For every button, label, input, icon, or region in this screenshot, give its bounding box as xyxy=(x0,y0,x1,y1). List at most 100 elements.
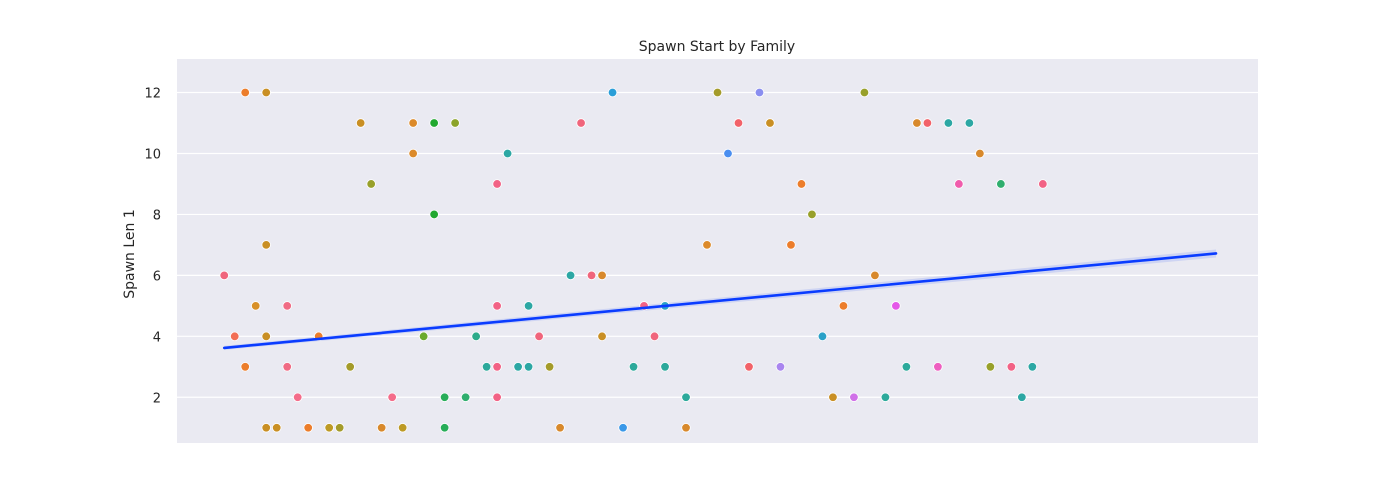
data-point xyxy=(765,118,775,128)
data-point xyxy=(303,423,313,433)
regression-line-group xyxy=(222,252,1218,350)
data-point xyxy=(891,301,901,311)
data-point xyxy=(775,362,786,372)
data-point xyxy=(397,423,408,433)
data-point xyxy=(251,301,261,311)
data-point xyxy=(523,362,534,372)
data-point xyxy=(502,148,513,159)
data-point xyxy=(828,392,838,402)
data-point xyxy=(922,118,933,128)
data-point xyxy=(786,240,796,250)
data-point xyxy=(1027,362,1038,372)
data-point xyxy=(723,148,733,159)
y-tick-label: 4 xyxy=(153,330,161,345)
data-point xyxy=(849,392,859,402)
data-point xyxy=(492,362,502,372)
data-point xyxy=(681,392,691,402)
data-point xyxy=(996,179,1006,189)
y-axis-label: Spawn Len 1 xyxy=(122,209,138,299)
data-point xyxy=(933,362,943,372)
data-point xyxy=(492,179,502,189)
data-point xyxy=(282,362,292,372)
data-point xyxy=(838,301,849,311)
y-tick-label: 2 xyxy=(153,391,161,406)
data-point xyxy=(744,362,754,372)
data-point xyxy=(754,87,765,98)
data-point xyxy=(975,148,985,159)
data-point xyxy=(523,301,534,311)
data-point xyxy=(901,362,912,372)
data-point xyxy=(345,362,355,372)
data-point xyxy=(817,331,828,342)
data-point xyxy=(681,423,691,433)
data-point xyxy=(544,362,555,372)
data-point xyxy=(471,331,481,342)
data-point xyxy=(807,209,817,220)
data-point xyxy=(408,118,418,128)
data-point xyxy=(513,362,523,372)
data-point xyxy=(870,270,880,281)
data-point xyxy=(429,118,439,128)
y-tick-label: 6 xyxy=(153,269,161,284)
data-point xyxy=(1038,179,1048,189)
data-point xyxy=(282,301,292,311)
data-point xyxy=(607,87,618,98)
data-point xyxy=(418,331,429,342)
data-point xyxy=(366,179,376,189)
data-point xyxy=(597,270,607,281)
data-point xyxy=(597,331,607,342)
data-point xyxy=(576,118,586,128)
data-point xyxy=(534,331,544,342)
data-points xyxy=(219,87,1048,433)
data-point xyxy=(954,179,964,189)
data-point xyxy=(912,118,922,128)
data-point xyxy=(1017,392,1027,402)
data-point xyxy=(702,240,712,250)
data-point xyxy=(796,179,807,189)
data-point xyxy=(355,118,366,128)
data-point xyxy=(733,118,744,128)
data-point xyxy=(649,331,660,342)
data-point xyxy=(460,392,471,402)
data-point xyxy=(324,423,334,433)
data-point xyxy=(439,423,450,433)
data-point xyxy=(450,118,460,128)
data-point xyxy=(240,87,250,98)
data-point xyxy=(555,423,565,433)
data-point xyxy=(492,301,502,311)
data-point xyxy=(492,392,502,402)
data-point xyxy=(481,362,492,372)
data-point xyxy=(261,240,271,250)
data-point xyxy=(387,392,397,402)
data-point xyxy=(859,87,870,98)
data-point xyxy=(586,270,597,281)
data-point xyxy=(712,87,723,98)
data-point xyxy=(628,362,639,372)
data-point xyxy=(565,270,576,281)
data-point xyxy=(1006,362,1017,372)
data-point xyxy=(439,392,450,402)
plot-background xyxy=(177,59,1258,443)
data-point xyxy=(985,362,996,372)
data-point xyxy=(618,423,628,433)
data-point xyxy=(240,362,250,372)
data-point xyxy=(660,362,670,372)
data-point xyxy=(219,270,229,281)
data-point xyxy=(943,118,954,128)
data-point xyxy=(334,423,345,433)
y-tick-labels: 2 4 6 8 10 12 xyxy=(144,87,161,407)
data-point xyxy=(261,87,271,98)
data-point xyxy=(880,392,891,402)
data-point xyxy=(292,392,303,402)
regression-line xyxy=(222,252,1218,350)
data-point xyxy=(272,423,282,433)
data-point xyxy=(964,118,975,128)
y-tick-label: 8 xyxy=(153,208,161,223)
data-point xyxy=(230,331,240,342)
data-point xyxy=(429,209,439,220)
data-point xyxy=(261,331,271,342)
chart-title: Spawn Start by Family xyxy=(639,39,795,55)
y-tick-label: 10 xyxy=(144,147,161,162)
y-tick-label: 12 xyxy=(144,87,161,102)
